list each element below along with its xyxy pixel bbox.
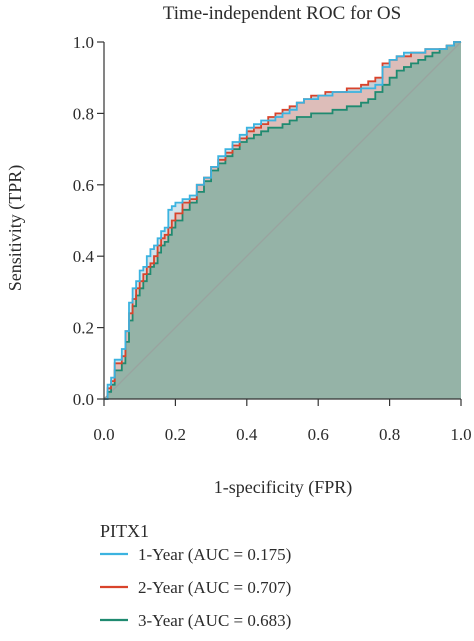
x-tick-label: 0.8 bbox=[379, 425, 400, 444]
y-tick-label: 0.8 bbox=[73, 104, 94, 123]
legend-title: PITX1 bbox=[100, 521, 149, 541]
legend: PITX1 1-Year (AUC = 0.175) 2-Year (AUC = … bbox=[100, 521, 291, 630]
series-line-1-year bbox=[104, 41, 461, 400]
plot-area: 0.0 0.2 0.4 0.6 0.8 1.0 0.0 0.2 0.4 0.6 0.8 1.0 bbox=[73, 33, 472, 444]
y-tick-label: 0.6 bbox=[73, 176, 94, 195]
x-tick-label: 1.0 bbox=[450, 425, 471, 444]
x-tick-label: 0.0 bbox=[93, 425, 114, 444]
y-axis-title: Sensitivity (TPR) bbox=[5, 165, 26, 292]
x-tick-label: 0.2 bbox=[165, 425, 186, 444]
chart-title: Time-independent ROC for OS bbox=[163, 3, 401, 24]
y-tick-label: 1.0 bbox=[73, 33, 94, 52]
x-tick-label: 0.4 bbox=[236, 425, 258, 444]
x-axis-title: 1-specificity (FPR) bbox=[214, 477, 352, 498]
y-tick-label: 0.0 bbox=[73, 390, 94, 409]
legend-label: 2-Year (AUC = 0.707) bbox=[138, 578, 291, 597]
axes: 0.0 0.2 0.4 0.6 0.8 1.0 0.0 0.2 0.4 0.6 0.8 1.0 bbox=[73, 33, 472, 444]
y-tick-label: 0.2 bbox=[73, 319, 94, 338]
legend-label: 3-Year (AUC = 0.683) bbox=[138, 611, 291, 630]
series-lines bbox=[104, 41, 461, 400]
y-tick-label: 0.4 bbox=[73, 247, 95, 266]
diagonal-reference-line bbox=[103, 41, 462, 400]
x-tick-label: 0.6 bbox=[308, 425, 329, 444]
legend-label: 1-Year (AUC = 0.175) bbox=[138, 545, 291, 564]
